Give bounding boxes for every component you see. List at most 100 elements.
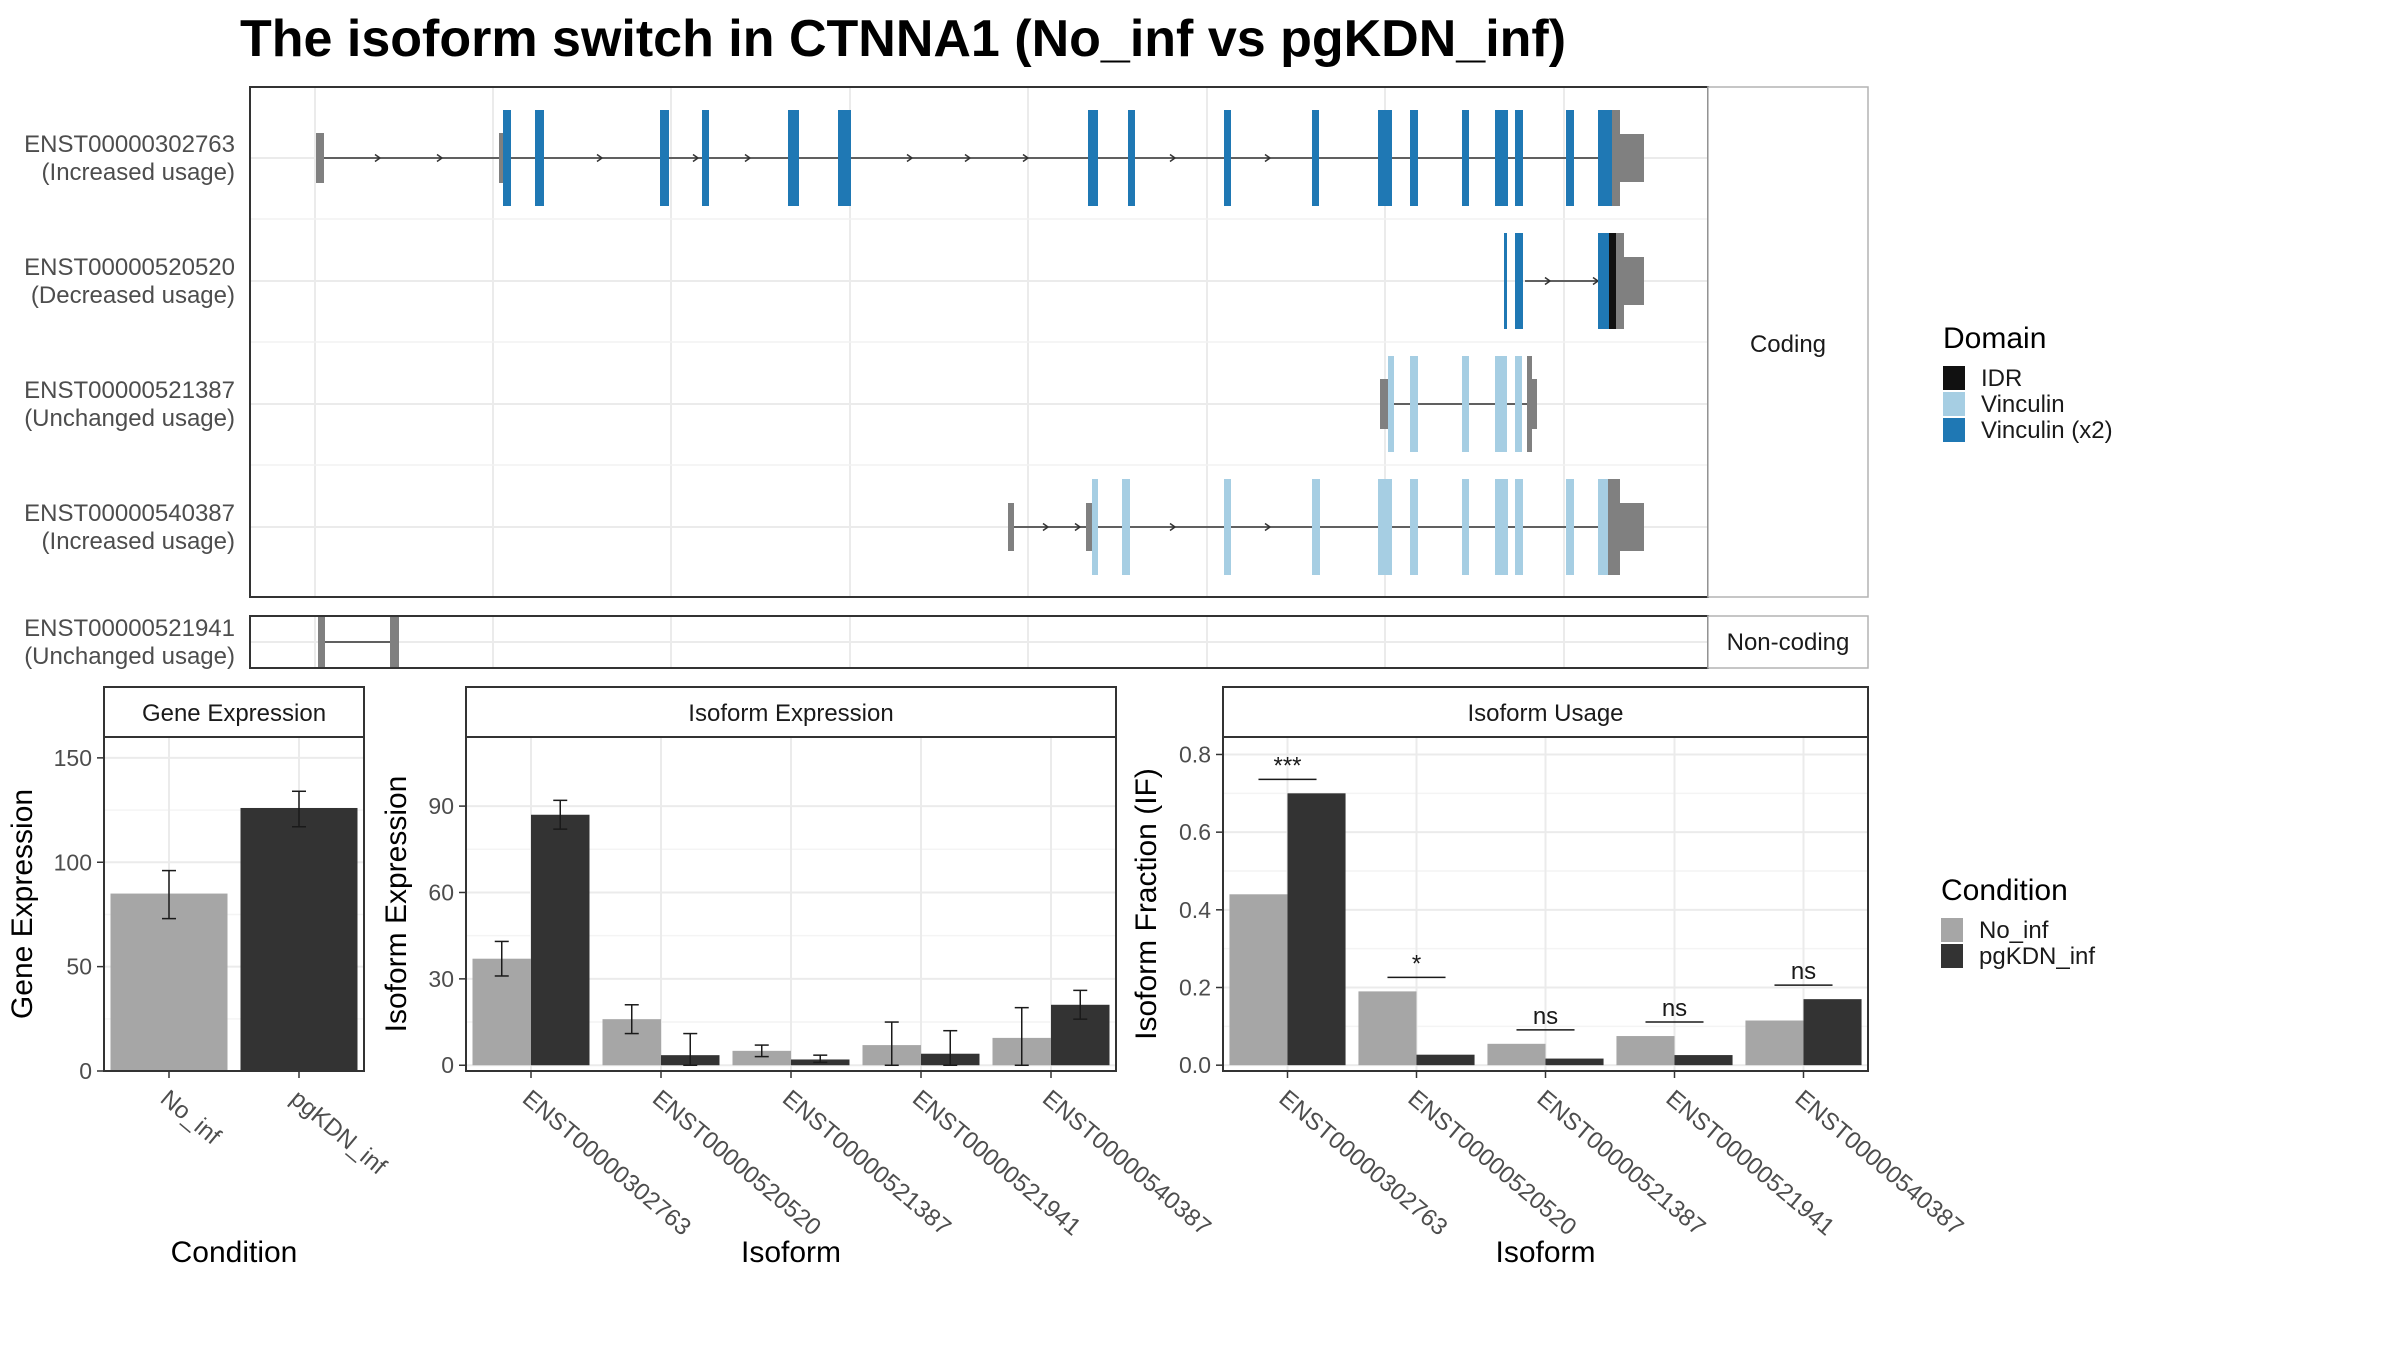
x-axis-title: Condition — [171, 1236, 298, 1269]
legend-label: Vinculin (x2) — [1981, 417, 2113, 444]
intron-arrow — [906, 153, 914, 163]
coding-exon-vinculin — [1410, 356, 1418, 452]
bar-pgkdn-inf — [240, 807, 358, 1071]
panel-strip-label: Gene Expression — [142, 700, 326, 727]
coding-exon-vinculin — [1224, 479, 1231, 575]
transcript-usage-label: (Decreased usage) — [31, 282, 235, 309]
coding-exon-vinculin — [1410, 479, 1418, 575]
coding-exon-vinculin-x2 — [1410, 110, 1418, 206]
coding-exon-vinculin-x2 — [1566, 110, 1574, 206]
y-tick-label: 150 — [54, 745, 92, 771]
bar-no-inf — [1616, 1036, 1675, 1066]
coding-exon-vinculin-x2 — [503, 110, 511, 206]
transcript-usage-label: (Increased usage) — [42, 528, 235, 555]
panel-strip — [465, 686, 1117, 738]
transcript-structure-panel: CodingNon-codingENST00000302763(Increase… — [24, 86, 1869, 670]
coding-exon-vinculin-x2 — [1378, 110, 1392, 206]
y-tick-label: 0.0 — [1179, 1052, 1211, 1078]
legend-label: pgKDN_inf — [1979, 943, 2095, 970]
bar-pgkdn-inf — [1674, 1055, 1733, 1066]
y-axis-title: Isoform Expression — [380, 776, 413, 1033]
transcript-id-label: ENST00000521941 — [24, 615, 235, 642]
intron-arrow — [436, 153, 444, 163]
y-tick-label: 0 — [441, 1052, 454, 1078]
coding-exon-vinculin-x2 — [1088, 110, 1098, 206]
intron-arrow — [692, 153, 700, 163]
bar-pgkdn-inf — [1545, 1058, 1604, 1066]
legend-swatch — [1943, 366, 1965, 390]
bar-pgkdn-inf — [531, 814, 590, 1066]
bar-pgkdn-inf — [1287, 793, 1346, 1066]
intron-arrow — [1074, 522, 1082, 532]
y-axis-title: Isoform Fraction (IF) — [1130, 768, 1163, 1040]
coding-exon-vinculin-x2 — [660, 110, 669, 206]
coding-exon-vinculin — [1122, 479, 1130, 575]
coding-exon-vinculin — [1515, 356, 1522, 452]
x-tick-label: No_inf — [155, 1085, 226, 1150]
isoform-usage-panel: Isoform Usage****ns nsns0.00.20.40.60.8EN… — [1130, 686, 1969, 1269]
coding-exon-vinculin — [1462, 479, 1469, 575]
coding-exon-vinculin-x2 — [702, 110, 709, 206]
utr-exon — [1612, 134, 1644, 182]
y-tick-label: 0.8 — [1179, 741, 1211, 767]
coding-exon-vinculin — [1462, 356, 1469, 452]
panel-strip-label: Isoform Usage — [1467, 700, 1623, 727]
bar-no-inf — [732, 1050, 791, 1066]
transcript-id-label: ENST00000302763 — [24, 131, 235, 158]
coding-exon-vinculin-x2 — [1128, 110, 1135, 206]
coding-exon-vinculin-x2 — [1462, 110, 1469, 206]
coding-exon-vinculin-x2 — [838, 110, 851, 206]
coding-exon-vinculin — [1495, 479, 1508, 575]
bar-no-inf — [1358, 991, 1417, 1066]
transcript-usage-label: (Unchanged usage) — [24, 405, 235, 432]
significance-label: *** — [1273, 752, 1301, 779]
noncoding-facet-label: Non-coding — [1727, 629, 1850, 656]
coding-exon-vinculin-x2 — [1504, 233, 1507, 329]
isoform-expression-panel: Isoform Expression0306090ENST00000302763… — [380, 686, 1216, 1269]
panel-border — [103, 736, 365, 1072]
coding-exon-vinculin-x2 — [1598, 233, 1609, 329]
intron-arrow — [1169, 522, 1177, 532]
intron-arrow — [1042, 522, 1050, 532]
significance-label: * — [1412, 950, 1421, 977]
y-tick-label: 0.6 — [1179, 819, 1211, 845]
legend-title: Condition — [1941, 874, 2068, 907]
gene-expression-panel: Gene Expression 0 50 100 150 No_inf pgKDN_inf G… — [6, 686, 392, 1269]
coding-exon-vinculin-x2 — [1598, 110, 1612, 206]
legend-swatch — [1941, 918, 1963, 942]
utr-exon — [316, 133, 324, 183]
coding-exon-idr — [1609, 233, 1616, 329]
x-axis-title: Isoform — [1495, 1236, 1595, 1269]
significance-label: ns — [1533, 1003, 1558, 1030]
transcript-usage-label: (Unchanged usage) — [24, 643, 235, 670]
coding-facet-strip — [1707, 86, 1869, 598]
coding-exon-vinculin-x2 — [1515, 110, 1523, 206]
legend-label: IDR — [1981, 365, 2022, 392]
figure-title: The isoform switch in CTNNA1 (No_inf vs … — [240, 10, 1566, 68]
bar-no-inf — [1229, 894, 1288, 1066]
y-tick-label: 100 — [54, 849, 92, 875]
panel-strip-label: Isoform Expression — [688, 700, 893, 727]
y-tick-label: 60 — [428, 879, 454, 905]
coding-exon-vinculin-x2 — [1312, 110, 1319, 206]
legend-swatch — [1943, 392, 1965, 416]
coding-exon-vinculin — [1566, 479, 1574, 575]
intron-arrow — [744, 153, 752, 163]
coding-exon-vinculin — [1495, 356, 1507, 452]
y-axis-title: Gene Expression — [6, 789, 39, 1019]
utr-exon — [499, 133, 504, 183]
intron-arrow — [1022, 153, 1030, 163]
utr-exon — [1008, 503, 1014, 551]
coding-exon-vinculin-x2 — [1515, 233, 1523, 329]
intron-arrow — [1264, 153, 1272, 163]
y-tick-label: 30 — [428, 966, 454, 992]
y-tick-label: 0.2 — [1179, 975, 1211, 1001]
coding-exon-vinculin — [1378, 479, 1392, 575]
utr-exon — [1527, 379, 1537, 429]
bar-no-inf — [110, 893, 228, 1071]
coding-exon-vinculin-x2 — [535, 110, 544, 206]
y-tick-label: 0 — [79, 1058, 92, 1084]
x-axis-title: Isoform — [741, 1236, 841, 1269]
